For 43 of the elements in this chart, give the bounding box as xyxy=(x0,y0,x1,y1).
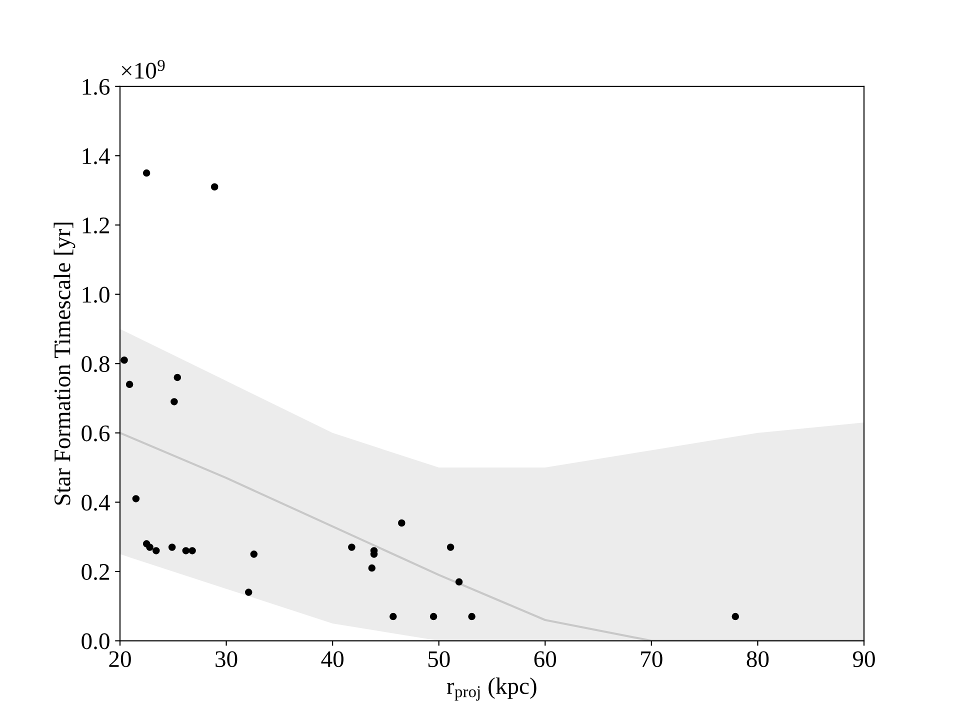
x-tick-label: 90 xyxy=(852,651,875,668)
point xyxy=(174,374,182,382)
x-axis-title: r$_{proj}$ (kpc) xyxy=(446,677,536,701)
x-tick-label: 50 xyxy=(428,651,450,668)
x-tick-label: 30 xyxy=(216,651,238,668)
x-tick-label: 80 xyxy=(746,651,769,668)
x-tick-label: 20 xyxy=(109,651,131,668)
y-tick-label: 0.0 xyxy=(82,633,110,650)
y-tick-label: 1.4 xyxy=(82,148,110,164)
point xyxy=(182,547,190,554)
y-tick-label: 1.0 xyxy=(82,286,110,303)
point xyxy=(244,588,252,596)
point xyxy=(398,519,406,527)
point xyxy=(210,183,218,191)
text: ×10$^{9}$ xyxy=(122,60,165,79)
x-tick-label: 40 xyxy=(321,651,344,668)
point xyxy=(142,169,150,177)
point xyxy=(390,612,397,620)
y-tick-label: 0.6 xyxy=(82,425,110,442)
point xyxy=(430,612,438,620)
point xyxy=(732,612,740,620)
point xyxy=(188,547,196,554)
point xyxy=(132,495,140,502)
y-tick-label: 0.8 xyxy=(82,356,110,372)
point xyxy=(446,544,454,551)
y-tick-label: 1.6 xyxy=(82,78,110,95)
y-tick-label: 0.4 xyxy=(82,494,110,511)
point xyxy=(170,398,178,406)
point xyxy=(250,550,258,558)
point xyxy=(120,356,128,364)
y-axis-title: Star Formation Timescale [yr] xyxy=(54,222,76,505)
x-tick-label: 70 xyxy=(641,651,662,668)
point xyxy=(152,547,160,554)
point xyxy=(368,564,376,572)
point xyxy=(146,544,154,551)
x-tick-label: 60 xyxy=(534,651,556,668)
point xyxy=(126,380,134,388)
point xyxy=(468,612,476,620)
y-tick-label: 0.2 xyxy=(82,564,109,580)
point xyxy=(348,544,356,551)
y-tick-label: 1.2 xyxy=(82,218,109,234)
point xyxy=(455,578,463,586)
point xyxy=(168,544,176,551)
